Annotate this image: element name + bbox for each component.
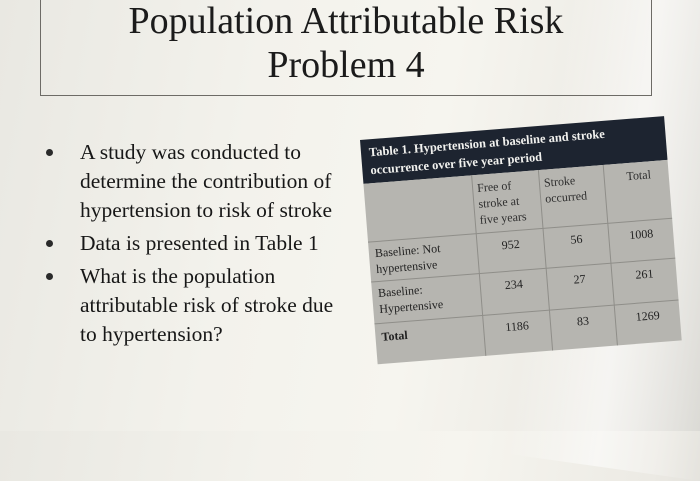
table-cell: 1008 (628, 226, 654, 243)
column-header-free: Free of stroke at five years (476, 178, 528, 227)
table-cell: 56 (569, 231, 583, 247)
slide-title-box: Population Attributable Risk Problem 4 (40, 0, 652, 96)
bullet-item: What is the population attributable risk… (46, 262, 346, 349)
data-table: Table 1. Hypertension at baseline and st… (360, 116, 682, 365)
bullet-list: A study was conducted to determine the c… (46, 138, 346, 353)
table-cell: 234 (504, 276, 524, 293)
column-header-total: Total (625, 167, 652, 184)
bullet-text: Data is presented in Table 1 (80, 231, 319, 255)
column-header-stroke: Stroke occurred (543, 173, 588, 206)
bullet-item: A study was conducted to determine the c… (46, 138, 346, 225)
bullet-dot-icon (46, 273, 53, 280)
bullet-dot-icon (46, 240, 53, 247)
row-label: Total (380, 327, 409, 344)
bullet-dot-icon (46, 149, 53, 156)
slide-title-line-2: Problem 4 (267, 44, 425, 86)
table-cell: 83 (576, 313, 590, 329)
row-label: Baseline: Hypertensive (377, 282, 444, 316)
table-cell: 1186 (504, 318, 530, 335)
table-cell: 27 (573, 271, 587, 287)
bullet-text: What is the population attributable risk… (80, 264, 334, 346)
table-grid: Free of stroke at five years Stroke occu… (363, 159, 682, 365)
bullet-text: A study was conducted to determine the c… (80, 140, 332, 222)
table-cell: 952 (501, 236, 521, 253)
slide-title-line-1: Population Attributable Risk (128, 0, 564, 42)
bullet-item: Data is presented in Table 1 (46, 229, 346, 258)
row-label: Baseline: Not hypertensive (374, 241, 441, 277)
table-cell: 261 (634, 266, 654, 282)
table-cell: 1269 (635, 308, 661, 324)
